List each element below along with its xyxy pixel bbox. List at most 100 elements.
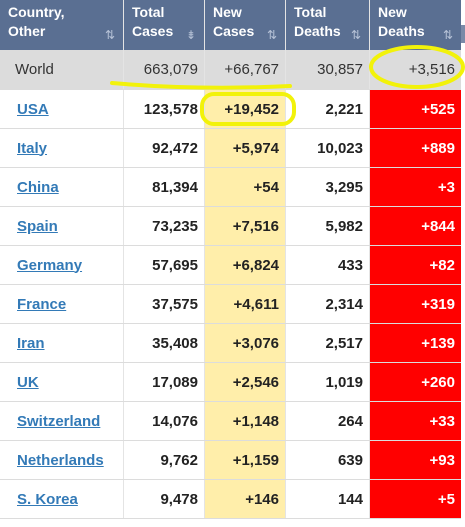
column-header-label: New Deaths [378, 4, 425, 39]
total-deaths-cell: 3,295 [285, 168, 369, 206]
new-cases-cell: +1,159 [204, 441, 285, 479]
country-link[interactable]: China [17, 178, 59, 196]
total-cases-cell: 123,578 [123, 90, 204, 128]
country-link[interactable]: UK [17, 373, 39, 391]
country-cell: USA [0, 90, 123, 128]
world-total-row: World 663,079 +66,767 30,857 +3,516 [0, 50, 465, 90]
world-total-deaths: 30,857 [285, 50, 369, 89]
total-deaths-cell: 2,517 [285, 324, 369, 362]
total-deaths-cell: 144 [285, 480, 369, 518]
new-deaths-cell: +889 [369, 129, 461, 167]
country-cell: France [0, 285, 123, 323]
new-cases-cell: +19,452 [204, 90, 285, 128]
table-row: Italy 92,472 +5,974 10,023 +889 [0, 129, 465, 168]
country-cell: Switzerland [0, 402, 123, 440]
new-deaths-cell: +33 [369, 402, 461, 440]
total-deaths-cell: 5,982 [285, 207, 369, 245]
total-deaths-cell: 639 [285, 441, 369, 479]
country-cell: Spain [0, 207, 123, 245]
table-row: UK 17,089 +2,546 1,019 +260 [0, 363, 465, 402]
table-header: Country, Other ⇅ Total Cases ⇟ New Cases… [0, 0, 465, 50]
table-row: France 37,575 +4,611 2,314 +319 [0, 285, 465, 324]
total-cases-cell: 9,478 [123, 480, 204, 518]
sort-arrows-icon[interactable]: ⇅ [266, 28, 277, 42]
table-row: Spain 73,235 +7,516 5,982 +844 [0, 207, 465, 246]
truncated-header-fragment [461, 25, 465, 43]
total-cases-cell: 14,076 [123, 402, 204, 440]
new-deaths-cell: +139 [369, 324, 461, 362]
total-deaths-cell: 1,019 [285, 363, 369, 401]
country-link[interactable]: Iran [17, 334, 45, 352]
table-row: Switzerland 14,076 +1,148 264 +33 [0, 402, 465, 441]
column-header-total-cases[interactable]: Total Cases ⇟ [123, 0, 204, 50]
country-cell: S. Korea [0, 480, 123, 518]
country-link[interactable]: France [17, 295, 67, 313]
table-row: China 81,394 +54 3,295 +3 [0, 168, 465, 207]
country-link[interactable]: Italy [17, 139, 48, 157]
world-total-cases: 663,079 [123, 50, 204, 89]
column-header-label: Country, Other [8, 4, 65, 39]
column-header-label: Total Cases [132, 4, 174, 39]
new-cases-cell: +1,148 [204, 402, 285, 440]
country-link[interactable]: Netherlands [17, 451, 104, 469]
total-cases-cell: 9,762 [123, 441, 204, 479]
new-deaths-cell: +260 [369, 363, 461, 401]
total-cases-cell: 17,089 [123, 363, 204, 401]
new-deaths-cell: +93 [369, 441, 461, 479]
table-row: Iran 35,408 +3,076 2,517 +139 [0, 324, 465, 363]
total-deaths-cell: 2,221 [285, 90, 369, 128]
new-deaths-cell: +844 [369, 207, 461, 245]
world-new-cases: +66,767 [204, 50, 285, 89]
new-deaths-cell: +82 [369, 246, 461, 284]
new-deaths-cell: +5 [369, 480, 461, 518]
country-link[interactable]: S. Korea [17, 490, 78, 508]
sort-arrows-icon[interactable]: ⇅ [104, 28, 115, 42]
table-row: USA 123,578 +19,452 2,221 +525 [0, 90, 465, 129]
column-header-label: Total Deaths [294, 4, 341, 39]
total-cases-cell: 37,575 [123, 285, 204, 323]
total-deaths-cell: 10,023 [285, 129, 369, 167]
column-header-label: New Cases [213, 4, 255, 39]
total-cases-cell: 92,472 [123, 129, 204, 167]
country-cell: UK [0, 363, 123, 401]
country-link[interactable]: Spain [17, 217, 58, 235]
sort-desc-icon[interactable]: ⇟ [185, 28, 196, 42]
new-cases-cell: +3,076 [204, 324, 285, 362]
sort-arrows-icon[interactable]: ⇅ [442, 28, 453, 42]
column-header-new-cases[interactable]: New Cases ⇅ [204, 0, 285, 50]
table-row: Netherlands 9,762 +1,159 639 +93 [0, 441, 465, 480]
total-deaths-cell: 264 [285, 402, 369, 440]
new-cases-cell: +5,974 [204, 129, 285, 167]
total-deaths-cell: 2,314 [285, 285, 369, 323]
country-cell: Iran [0, 324, 123, 362]
world-name: World [15, 61, 54, 78]
country-cell: Netherlands [0, 441, 123, 479]
new-deaths-cell: +319 [369, 285, 461, 323]
total-cases-cell: 35,408 [123, 324, 204, 362]
new-cases-cell: +146 [204, 480, 285, 518]
new-cases-cell: +2,546 [204, 363, 285, 401]
column-header-total-deaths[interactable]: Total Deaths ⇅ [285, 0, 369, 50]
country-rows: USA 123,578 +19,452 2,221 +525 Italy 92,472 +5,… [0, 90, 465, 519]
total-cases-cell: 57,695 [123, 246, 204, 284]
country-link[interactable]: Germany [17, 256, 83, 274]
column-header-new-deaths[interactable]: New Deaths ⇅ [369, 0, 461, 50]
total-deaths-cell: 433 [285, 246, 369, 284]
new-cases-cell: +7,516 [204, 207, 285, 245]
table-row: S. Korea 9,478 +146 144 +5 [0, 480, 465, 519]
new-cases-cell: +54 [204, 168, 285, 206]
new-cases-cell: +4,611 [204, 285, 285, 323]
column-header-country[interactable]: Country, Other ⇅ [0, 0, 123, 50]
new-cases-cell: +6,824 [204, 246, 285, 284]
country-cell: China [0, 168, 123, 206]
country-link[interactable]: USA [17, 100, 49, 118]
table-row: Germany 57,695 +6,824 433 +82 [0, 246, 465, 285]
total-cases-cell: 81,394 [123, 168, 204, 206]
country-link[interactable]: Switzerland [17, 412, 101, 430]
truncated-next-column [461, 0, 465, 527]
sort-arrows-icon[interactable]: ⇅ [350, 28, 361, 42]
new-deaths-cell: +3 [369, 168, 461, 206]
country-cell: Italy [0, 129, 123, 167]
country-cell: Germany [0, 246, 123, 284]
